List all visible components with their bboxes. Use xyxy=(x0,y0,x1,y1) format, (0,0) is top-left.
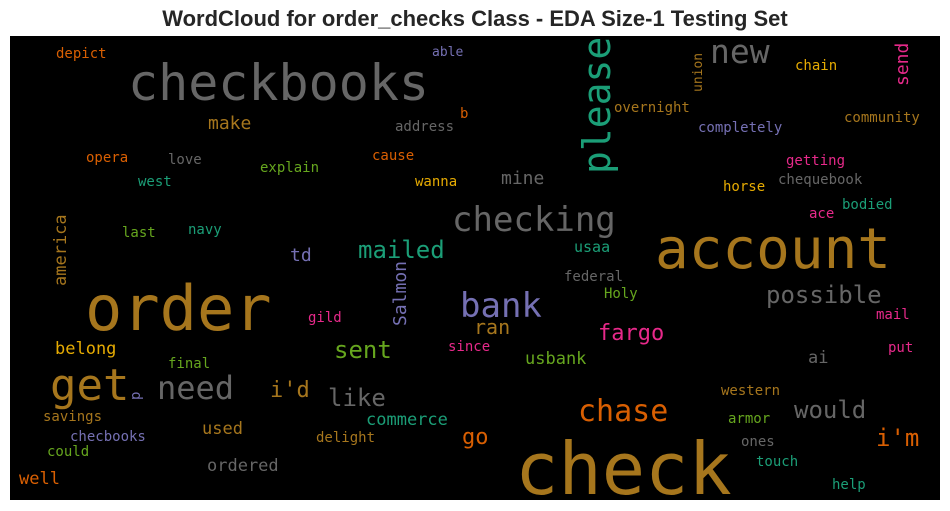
word-53: bodied xyxy=(842,197,893,213)
word-55: last xyxy=(122,225,156,241)
word-26: america xyxy=(51,214,71,286)
word-71: could xyxy=(47,444,89,460)
word-1: order xyxy=(85,272,272,345)
word-19: fargo xyxy=(598,321,664,346)
word-43: b xyxy=(460,106,468,122)
word-69: delight xyxy=(316,430,375,446)
wordcloud-svg: check order account checkbooks get please chec… xyxy=(19,36,920,500)
word-60: mail xyxy=(876,307,910,323)
word-52: horse xyxy=(723,179,765,195)
word-38: union xyxy=(691,53,706,92)
word-5: please xyxy=(575,37,619,174)
word-51: chequebook xyxy=(778,172,863,188)
word-45: love xyxy=(168,152,202,168)
word-36: able xyxy=(432,45,463,60)
word-30: ordered xyxy=(207,456,279,476)
word-27: commerce xyxy=(366,410,448,430)
word-4: get xyxy=(50,360,129,411)
word-48: getting xyxy=(786,153,845,169)
word-58: Holy xyxy=(604,286,638,302)
word-67: savings xyxy=(43,409,102,425)
word-46: explain xyxy=(260,160,319,176)
word-56: navy xyxy=(188,222,222,238)
word-63: put xyxy=(888,340,913,356)
word-9: need xyxy=(157,369,234,407)
word-64: p xyxy=(128,392,144,400)
word-44: opera xyxy=(86,150,128,166)
word-16: i'm xyxy=(876,424,919,452)
word-11: possible xyxy=(766,281,882,309)
word-41: completely xyxy=(698,120,782,136)
word-40: community xyxy=(844,110,920,126)
word-34: ai xyxy=(808,348,828,368)
word-31: usbank xyxy=(525,349,586,369)
word-73: help xyxy=(832,477,866,493)
word-47: cause xyxy=(372,148,414,164)
word-13: sent xyxy=(334,336,392,364)
word-2: account xyxy=(655,217,891,282)
word-50: wanna xyxy=(415,174,457,190)
word-61: since xyxy=(448,339,490,355)
word-70: ones xyxy=(741,434,775,450)
word-25: mine xyxy=(501,168,544,189)
word-59: gild xyxy=(308,310,342,326)
word-6: checking xyxy=(452,200,616,240)
word-33: well xyxy=(19,469,60,489)
word-18: i'd xyxy=(270,378,310,403)
word-14: like xyxy=(328,384,386,412)
word-3: checkbooks xyxy=(128,54,429,112)
word-23: make xyxy=(208,113,251,134)
word-24: td xyxy=(290,245,312,266)
word-57: federal xyxy=(564,269,623,285)
word-39: overnight xyxy=(614,100,690,116)
word-68: checbooks xyxy=(70,429,146,445)
word-20: ran xyxy=(474,315,510,339)
word-0: check xyxy=(515,427,732,500)
word-54: ace xyxy=(809,206,834,222)
word-8: new xyxy=(710,36,770,71)
word-21: Salmon xyxy=(390,261,411,326)
word-12: mailed xyxy=(358,236,445,264)
word-49: west xyxy=(138,174,172,190)
word-7: bank xyxy=(460,286,542,326)
word-22: send xyxy=(892,43,913,86)
word-32: usaa xyxy=(574,238,610,256)
word-17: go xyxy=(462,425,489,450)
word-65: western xyxy=(721,383,780,399)
word-28: belong xyxy=(55,339,116,359)
word-10: chase xyxy=(578,394,668,429)
chart-title: WordCloud for order_checks Class - EDA S… xyxy=(162,6,788,31)
wordcloud-canvas: check order account checkbooks get please chec… xyxy=(10,36,940,500)
word-35: depict xyxy=(56,46,107,62)
word-42: address xyxy=(395,119,454,135)
word-15: would xyxy=(794,396,866,424)
word-72: touch xyxy=(756,454,798,470)
word-29: used xyxy=(202,419,243,439)
word-62: final xyxy=(168,356,210,372)
word-66: armor xyxy=(728,411,770,427)
word-37: chain xyxy=(795,58,837,74)
